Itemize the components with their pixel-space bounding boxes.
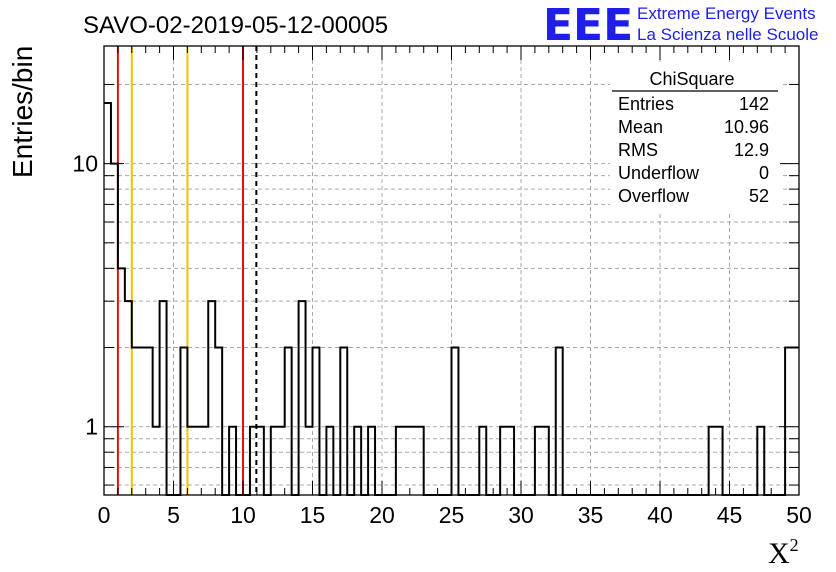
stats-value: 10.96 xyxy=(724,117,769,137)
x-tick-label: 35 xyxy=(578,502,604,528)
y-tick-label: 10 xyxy=(72,151,98,177)
x-axis-label: X2 xyxy=(768,535,799,570)
x-tick-label: 15 xyxy=(300,502,326,528)
stats-title: ChiSquare xyxy=(649,69,734,89)
eee-logo: EEE Extreme Energy Events La Scienza nel… xyxy=(543,0,818,51)
stats-label: RMS xyxy=(618,140,658,160)
stats-value: 12.9 xyxy=(734,140,769,160)
x-tick-label: 5 xyxy=(167,502,180,528)
stats-value: 52 xyxy=(749,186,769,206)
stats-value: 142 xyxy=(739,94,769,114)
x-tick-label: 30 xyxy=(508,502,534,528)
chart-title: SAVO-02-2019-05-12-00005 xyxy=(83,12,388,39)
stats-label: Underflow xyxy=(618,163,700,183)
x-tick-label: 20 xyxy=(369,502,395,528)
eee-logo-line1: Extreme Energy Events xyxy=(637,4,816,23)
stats-label: Overflow xyxy=(618,186,690,206)
stats-box: ChiSquare Entries 142 Mean 10.96 RMS 12.9 Unde… xyxy=(610,62,780,212)
x-tick-label: 45 xyxy=(717,502,743,528)
x-tick-label: 10 xyxy=(230,502,256,528)
axes xyxy=(103,45,800,496)
stats-label: Mean xyxy=(618,117,663,137)
x-tick-labels: 0 5 10 15 20 25 30 35 40 45 50 xyxy=(98,502,812,528)
y-tick-label: 1 xyxy=(85,414,98,440)
grid xyxy=(104,46,799,495)
x-tick-label: 0 xyxy=(98,502,111,528)
x-tick-label: 40 xyxy=(647,502,673,528)
stats-value: 0 xyxy=(759,163,769,183)
stats-rows: Entries 142 Mean 10.96 RMS 12.9 Underflow 0 Over… xyxy=(618,94,769,206)
eee-logo-line2: La Scienza nelle Scuole xyxy=(637,25,818,44)
eee-logo-mark: EEE xyxy=(543,0,633,51)
y-axis-label: Entries/bin xyxy=(7,46,38,178)
y-tick-labels: 1 10 xyxy=(72,151,98,440)
x-tick-label: 50 xyxy=(786,502,812,528)
stats-label: Entries xyxy=(618,94,674,114)
x-tick-label: 25 xyxy=(439,502,465,528)
